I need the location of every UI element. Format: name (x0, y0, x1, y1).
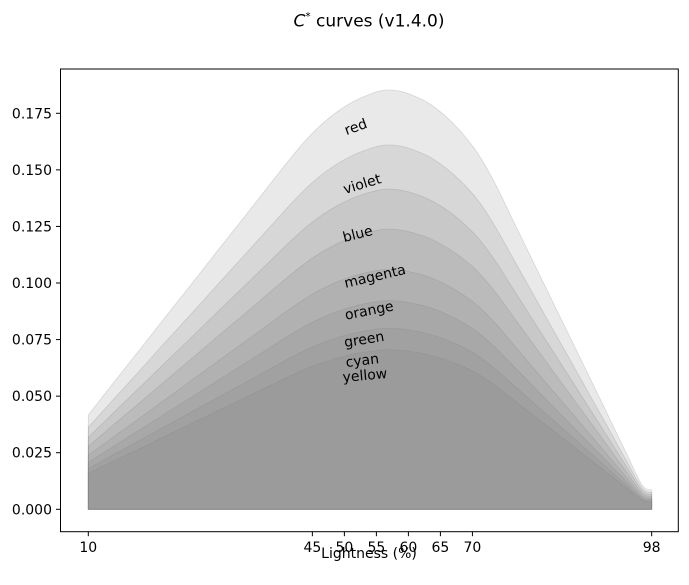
area-green (87, 300, 653, 510)
area-yellow (87, 349, 653, 510)
title-math-c: C (293, 11, 306, 32)
y-tick-label: 0.025 (12, 446, 52, 462)
x-tick-label: 60 (399, 540, 417, 556)
x-tick-label: 10 (79, 540, 97, 556)
axes-frame (60, 68, 679, 533)
chart-title: C* curves (v1.4.0) (60, 11, 678, 32)
area-magenta (87, 228, 653, 510)
area-red (87, 89, 653, 510)
y-tick-label: 0.175 (12, 106, 52, 122)
curve-label-red: red (342, 116, 369, 139)
y-tick-label: 0.150 (12, 163, 52, 179)
y-tick-label: 0.050 (12, 389, 52, 405)
y-tick-label: 0.000 (12, 502, 52, 518)
title-text: curves (v1.4.0) (310, 11, 445, 32)
x-axis-label: Lightness (%) (321, 546, 417, 562)
x-tick-label: 50 (335, 540, 353, 556)
x-tick-label: 55 (367, 540, 385, 556)
x-tick-label: 70 (464, 540, 482, 556)
y-tick-label: 0.125 (12, 219, 52, 235)
x-tick-label: 45 (303, 540, 321, 556)
x-tick-label: 65 (431, 540, 449, 556)
title-superscript-star: * (305, 11, 311, 23)
area-orange (87, 268, 653, 510)
area-blue (87, 188, 653, 510)
curve-label-green: green (343, 329, 385, 351)
y-tick-label: 0.100 (12, 276, 52, 292)
curve-label-blue: blue (341, 223, 374, 246)
curve-label-yellow: yellow (342, 366, 388, 386)
area-cyan (87, 327, 653, 510)
x-tick-label: 98 (643, 540, 661, 556)
curve-label-cyan: cyan (345, 351, 380, 371)
y-tick-label: 0.075 (12, 333, 52, 349)
area-violet (87, 144, 653, 510)
